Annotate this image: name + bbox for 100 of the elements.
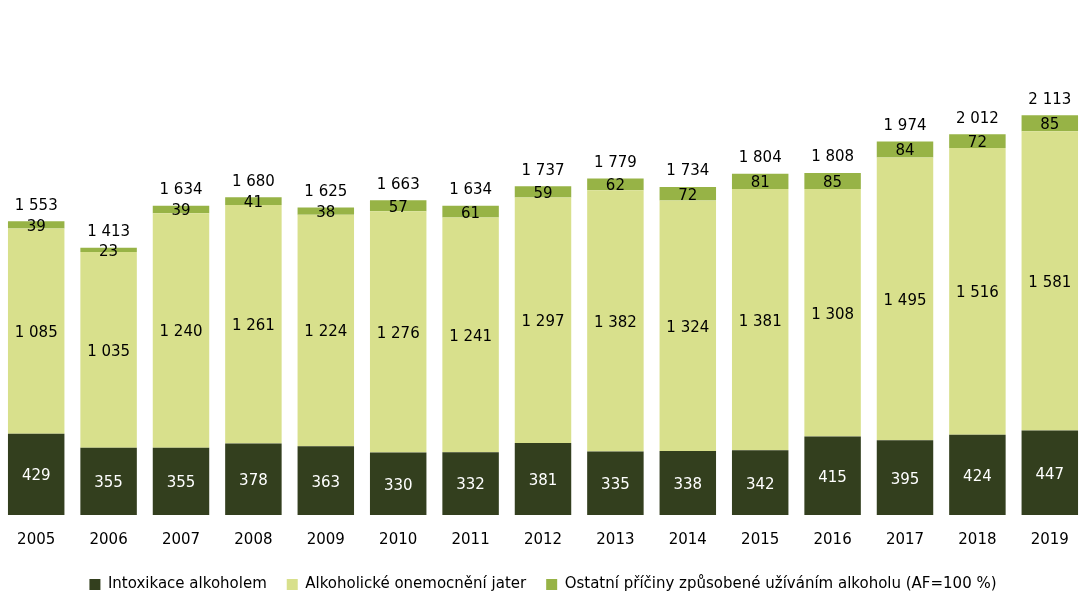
x-tick-label: 2019 — [1030, 529, 1069, 548]
total-label: 1 737 — [521, 160, 565, 179]
x-tick-label: 2016 — [813, 529, 852, 548]
data-label: 85 — [1040, 115, 1060, 134]
bar — [804, 189, 861, 437]
bar — [442, 217, 499, 453]
total-label: 1 808 — [811, 147, 855, 166]
x-tick-label: 2013 — [596, 529, 635, 548]
total-label: 1 779 — [593, 152, 637, 171]
bar — [369, 452, 427, 515]
data-label: 332 — [456, 475, 485, 494]
total-label: 1 734 — [666, 161, 710, 180]
data-label: 1 240 — [159, 322, 203, 341]
data-label: 1 224 — [304, 322, 348, 341]
x-tick-label: 2017 — [885, 529, 925, 548]
total-label: 1 804 — [738, 148, 782, 167]
total-label: 2 113 — [1028, 89, 1072, 108]
data-label: 342 — [745, 474, 775, 493]
data-label: 23 — [99, 241, 119, 260]
bar — [659, 200, 717, 452]
data-label: 415 — [818, 467, 847, 486]
bar — [7, 433, 65, 515]
data-label: 1 495 — [883, 290, 927, 309]
data-label: 447 — [1035, 464, 1065, 483]
data-label: 85 — [823, 172, 843, 191]
bar — [369, 211, 427, 453]
data-label: 381 — [528, 470, 558, 489]
data-label: 335 — [601, 475, 630, 494]
total-label: 1 680 — [231, 171, 275, 190]
bar — [731, 450, 789, 515]
x-tick-label: 2018 — [958, 529, 997, 548]
bar — [297, 446, 355, 515]
data-label: 72 — [678, 185, 698, 204]
bar — [949, 147, 1006, 435]
bar — [876, 440, 934, 515]
bar — [876, 157, 934, 441]
bar — [80, 447, 137, 515]
data-label: 1 261 — [231, 316, 275, 335]
x-tick-label: 2006 — [89, 529, 128, 548]
data-label: 41 — [243, 192, 263, 211]
bar — [442, 452, 499, 515]
bar — [731, 189, 789, 451]
bar — [7, 221, 65, 229]
data-label: 1 085 — [14, 323, 58, 342]
legend-label: Ostatní příčiny způsobené užíváním alkoholu (AF=100 %) — [564, 574, 997, 593]
bar — [804, 436, 861, 515]
data-label: 363 — [311, 472, 341, 491]
data-label: 1 381 — [738, 311, 782, 330]
x-tick-label: 2011 — [451, 529, 490, 548]
total-label: 1 634 — [449, 180, 493, 199]
data-label: 355 — [166, 473, 196, 492]
bar — [587, 451, 644, 515]
data-label: 395 — [890, 469, 920, 488]
total-label: 1 553 — [14, 195, 58, 214]
x-tick-label: 2008 — [234, 529, 273, 548]
data-label: 62 — [605, 176, 625, 195]
bar — [1021, 430, 1079, 515]
data-label: 39 — [171, 201, 191, 220]
data-label: 72 — [967, 133, 987, 152]
data-label: 355 — [94, 473, 123, 492]
total-label: 1 974 — [883, 115, 927, 134]
x-tick-label: 2015 — [741, 529, 780, 548]
bar — [152, 447, 210, 515]
bar — [949, 434, 1006, 515]
data-label: 1 516 — [955, 283, 999, 302]
data-label: 1 581 — [1028, 272, 1072, 291]
data-label: 378 — [239, 471, 268, 490]
total-label: 1 663 — [376, 174, 420, 193]
data-label: 59 — [533, 183, 553, 202]
data-label: 1 382 — [593, 312, 637, 331]
data-label: 39 — [26, 216, 46, 235]
total-label: 1 413 — [87, 222, 131, 241]
x-tick-label: 2009 — [306, 529, 345, 548]
bar — [225, 443, 282, 515]
bar — [1021, 131, 1079, 431]
bar — [659, 451, 717, 515]
bar — [949, 134, 1006, 148]
data-label: 1 324 — [666, 317, 710, 336]
x-tick-label: 2007 — [161, 529, 201, 548]
bar — [514, 442, 572, 515]
data-label: 424 — [963, 466, 992, 485]
total-label: 2 012 — [955, 108, 999, 127]
bar — [152, 213, 210, 448]
total-label: 1 634 — [159, 180, 203, 199]
data-label: 84 — [895, 141, 915, 160]
data-label: 1 035 — [87, 341, 131, 360]
x-tick-label: 2005 — [17, 529, 56, 548]
x-tick-label: 2012 — [523, 529, 563, 548]
data-label: 1 276 — [376, 323, 420, 342]
data-label: 338 — [673, 474, 703, 493]
data-label: 81 — [750, 173, 770, 192]
data-label: 57 — [388, 197, 408, 216]
data-label: 38 — [316, 203, 336, 222]
x-tick-label: 2014 — [668, 529, 707, 548]
data-label: 1 308 — [811, 304, 855, 323]
data-label: 330 — [383, 475, 413, 494]
legend-label: Intoxikace alkoholem — [107, 574, 267, 593]
bar — [587, 190, 644, 452]
x-tick-label: 2010 — [379, 529, 418, 548]
data-label: 1 241 — [449, 326, 493, 345]
